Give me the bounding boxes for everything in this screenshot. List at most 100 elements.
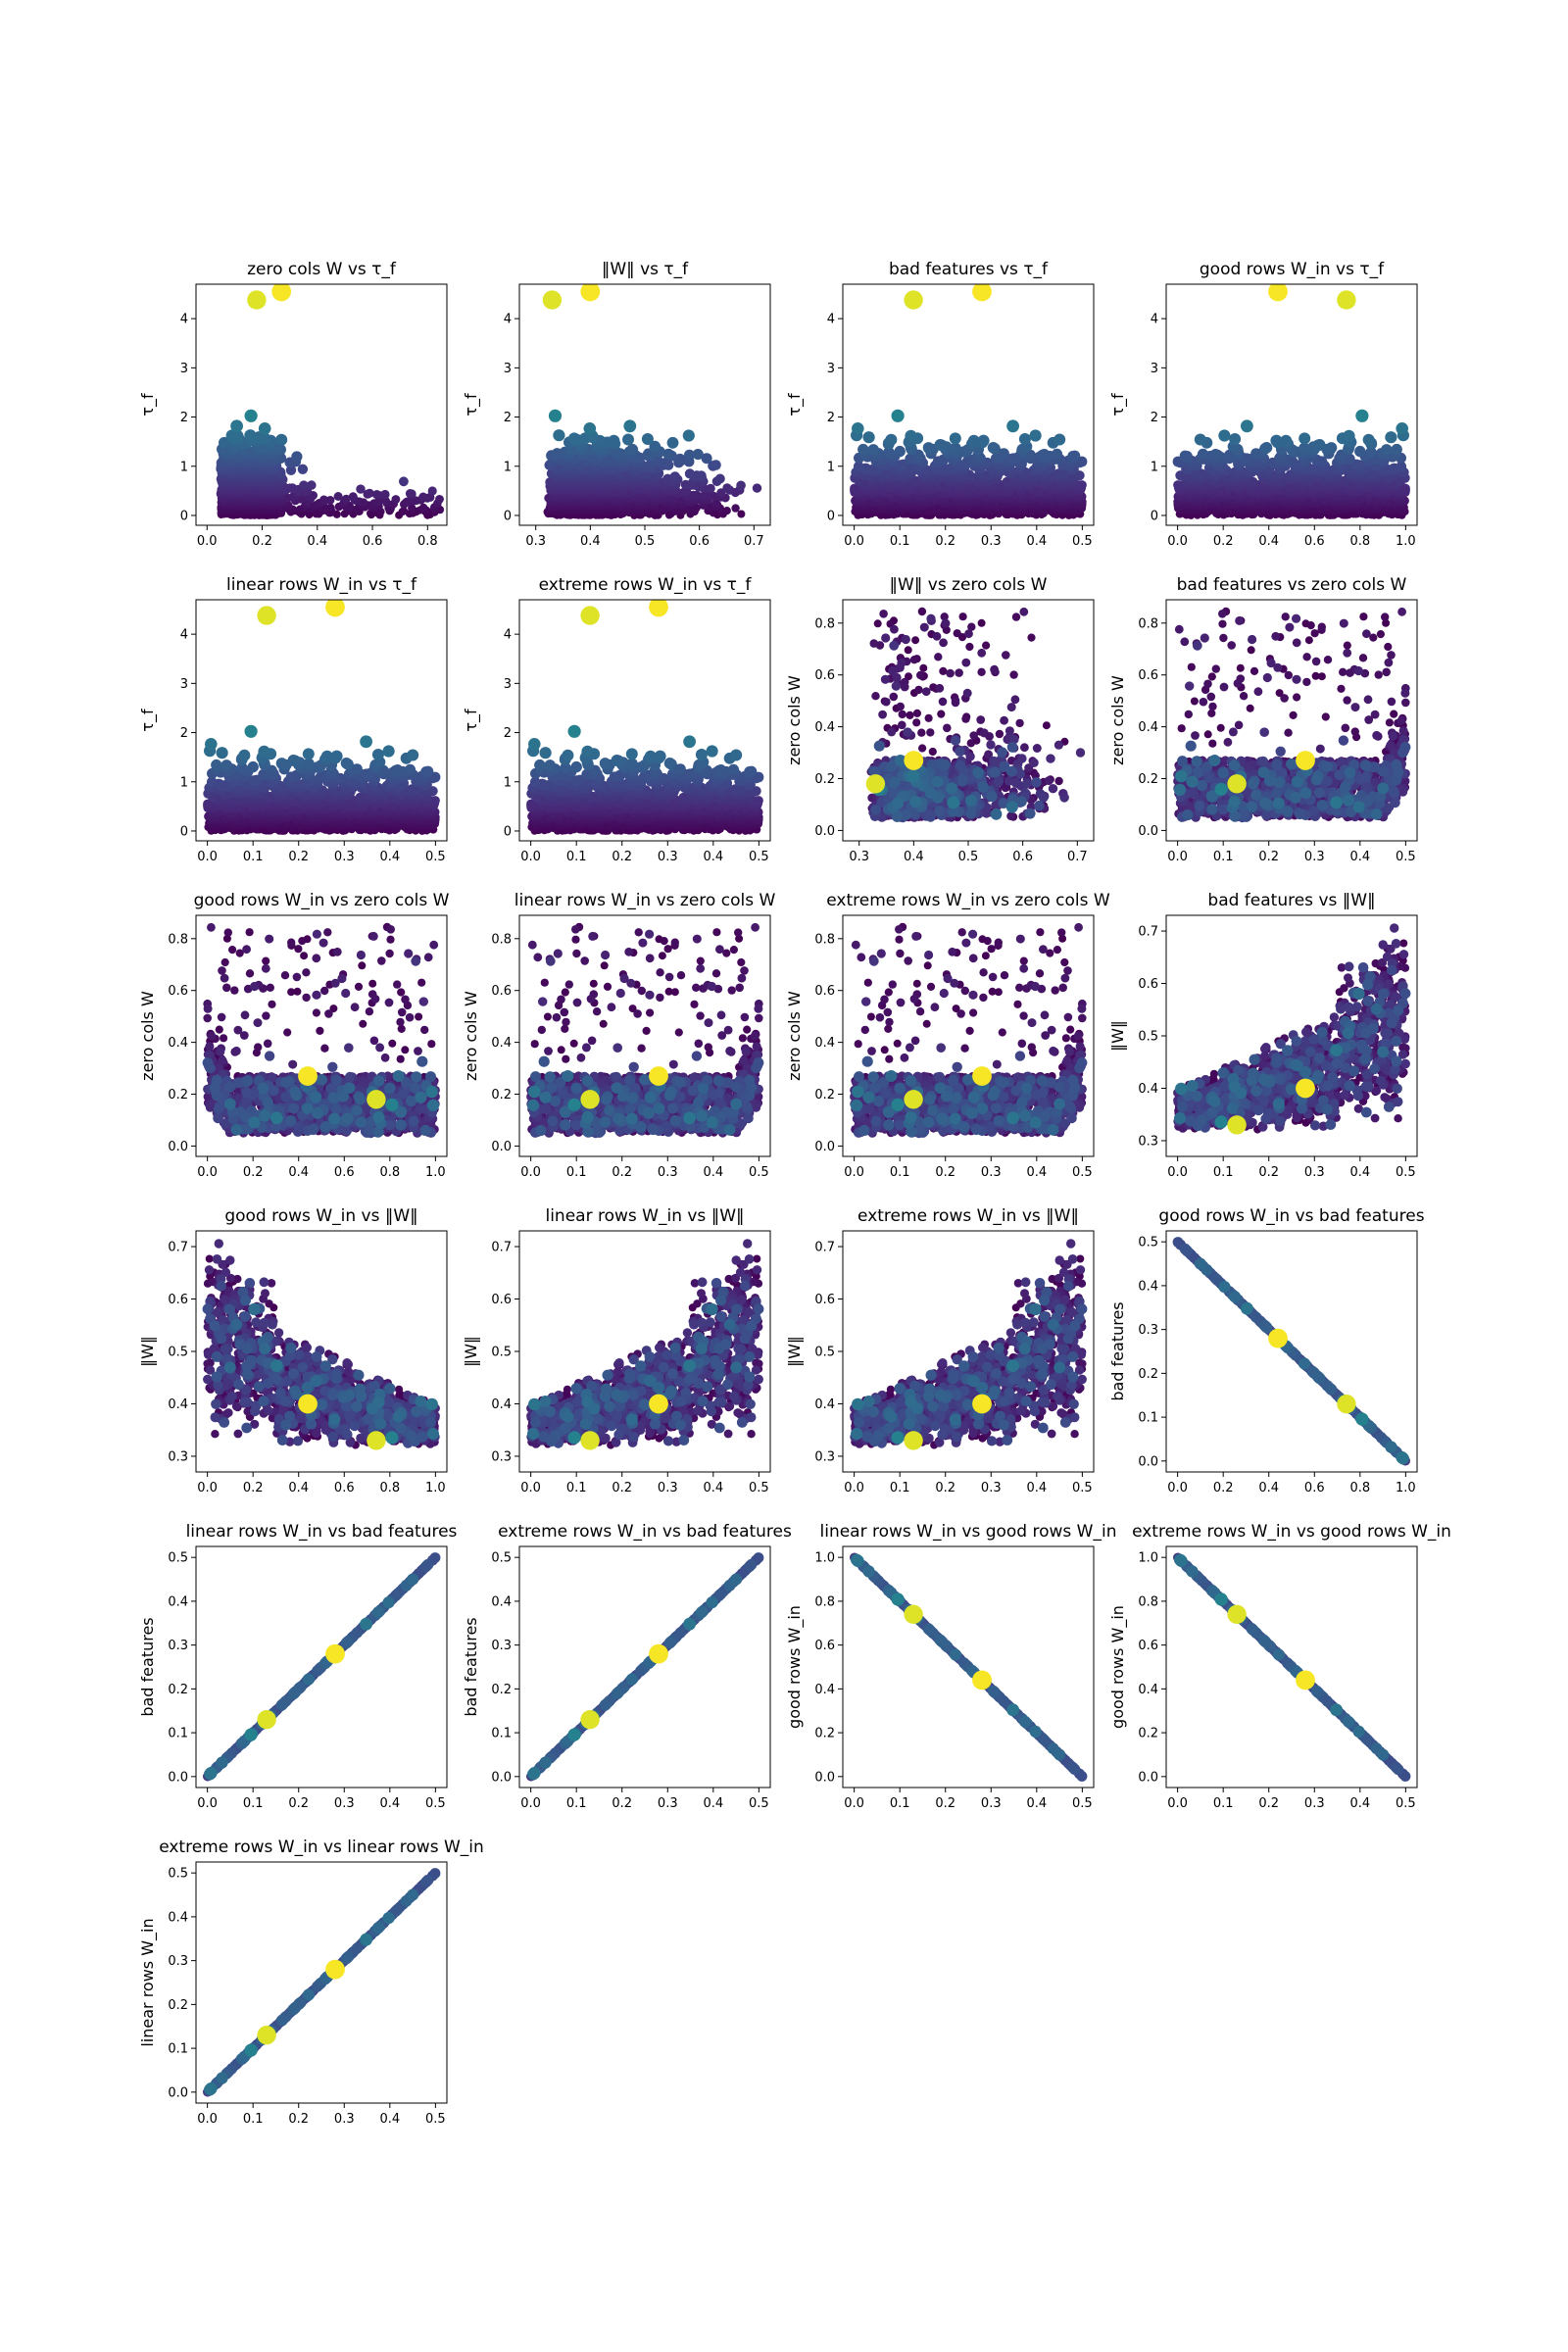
scatter-point (348, 492, 358, 502)
scatter-point (987, 442, 1000, 454)
scatter-point (1006, 419, 1019, 433)
y-tick-label: 0 (827, 509, 835, 523)
scatter-point (626, 443, 639, 456)
y-axis-label: τ_f (138, 393, 158, 416)
scatter-point (225, 429, 238, 442)
y-tick-label: 4 (504, 313, 512, 327)
x-tick-label: 0.7 (744, 534, 764, 549)
scatter-point (405, 489, 416, 499)
scatter-point (244, 409, 258, 422)
scatter-point (553, 429, 565, 442)
scatter-point (548, 409, 563, 422)
x-tick-label: 0.5 (1072, 534, 1093, 549)
x-tick-label: 0.6 (689, 534, 710, 549)
scatter-point (649, 440, 662, 453)
scatter-point (692, 504, 701, 513)
y-tick-label: 0 (504, 509, 512, 523)
scatter-point (247, 290, 267, 310)
axes-frame (842, 283, 1095, 526)
scatter-point (408, 504, 416, 513)
y-tick-label: 3 (180, 362, 188, 376)
x-tick-label: 0.1 (890, 534, 910, 549)
scatter-point (285, 465, 297, 475)
scatter-point (722, 483, 732, 493)
y-tick-label: 4 (180, 313, 188, 327)
scatter-point (862, 431, 875, 444)
scatter-point (1054, 433, 1066, 446)
scatter-point (291, 451, 303, 463)
scatter-point (271, 284, 292, 302)
x-tick-label: 0.0 (197, 534, 218, 549)
scatter-point (1018, 433, 1031, 445)
y-tick-label: 2 (827, 411, 835, 425)
scatter-point (922, 442, 935, 454)
scatter-point (419, 503, 428, 513)
y-tick-label: 1 (504, 460, 512, 474)
scatter-point (230, 419, 244, 433)
scatter-point (670, 471, 680, 482)
scatter-point (326, 503, 335, 513)
scatter-point (1077, 480, 1087, 490)
scatter-point (608, 434, 620, 447)
scatter-point (752, 483, 762, 493)
scatter-point (905, 429, 917, 442)
scatter-point (683, 449, 696, 461)
scatter-point (904, 290, 923, 310)
scatter-point (891, 409, 905, 422)
scatter-point (883, 446, 895, 459)
scatter-point (1039, 449, 1051, 461)
scatter-point (380, 489, 390, 500)
scatter-point (341, 494, 351, 504)
scatter-point (666, 436, 679, 449)
scatter-point (894, 445, 906, 458)
y-tick-label: 2 (504, 411, 512, 425)
scatter-point (950, 442, 961, 455)
scatter-point (258, 422, 271, 435)
scatter-point (867, 444, 879, 456)
scatter-point (333, 492, 343, 501)
scatter-point (623, 419, 637, 433)
y-tick-label: 0 (180, 509, 188, 523)
scatter-point (399, 507, 409, 515)
scatter-points (1172, 284, 1410, 519)
scatter-point (714, 473, 725, 484)
scatter-point (542, 290, 563, 310)
scatter-points (542, 284, 762, 519)
x-tick-label: 0.4 (307, 534, 327, 549)
x-tick-label: 0.5 (635, 534, 656, 549)
scatter-point (299, 480, 309, 491)
scatter-point (275, 433, 288, 446)
y-tick-label: 1 (180, 460, 188, 474)
x-tick-label: 0.4 (1026, 534, 1047, 549)
x-tick-label: 0.3 (525, 534, 546, 549)
scatter-point (1024, 449, 1036, 461)
scatter-point (998, 448, 1009, 460)
scatter-point (319, 495, 328, 505)
scatter-point (399, 476, 409, 487)
scatter-point (885, 433, 898, 446)
subplot-title: zero cols W vs τ_f (247, 260, 397, 279)
subplot-3: bad features vs τ_f0.0 0.1 0.2 0.3 0.4 0.5012… (785, 260, 1095, 549)
scatter-point (662, 448, 674, 460)
axes-frame (195, 283, 448, 526)
subplot-title: good rows W_in vs τ_f (1200, 260, 1385, 279)
scatter-point (949, 432, 961, 445)
scatter-point (706, 483, 715, 494)
y-axis-label: τ_f (785, 393, 805, 416)
y-axis-label: τ_f (462, 393, 481, 416)
scatter-point (1069, 450, 1081, 462)
scatter-point (568, 432, 580, 445)
y-tick-label: 3 (827, 362, 835, 376)
subplot-title: bad features vs τ_f (889, 260, 1049, 279)
subplot-4: good rows W_in vs τ_f0.0 0.2 0.4 0.6 0.8 1.00… (1108, 260, 1418, 549)
scatter-point (622, 433, 634, 446)
x-tick-label: 0.3 (981, 534, 1002, 549)
scatter-point (731, 504, 740, 513)
subplot-1: zero cols W vs τ_f0.0 0.2 0.4 0.6 0.801234τ_… (138, 260, 448, 549)
scatter-point (737, 510, 746, 518)
scatter-point (701, 453, 712, 465)
scatter-point (297, 464, 309, 474)
scatter-point (710, 460, 721, 470)
y-tick-label: 1 (827, 460, 835, 474)
